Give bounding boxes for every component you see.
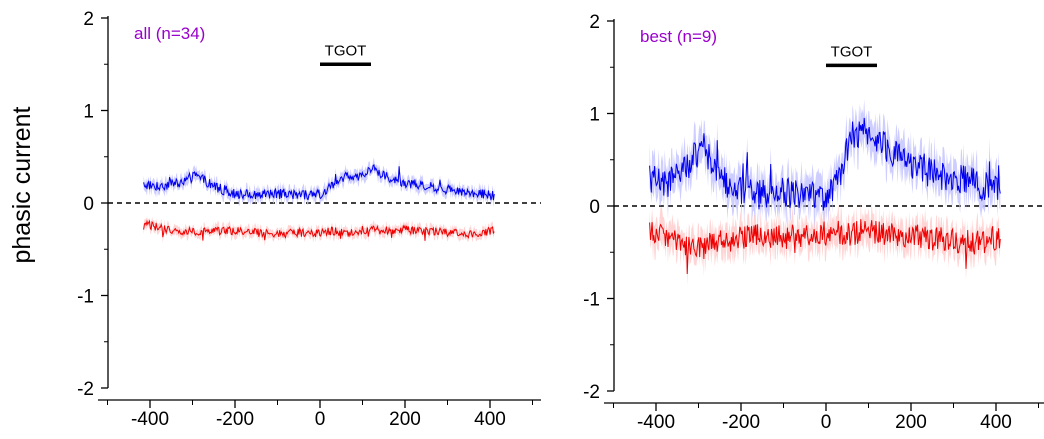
x-tick-label: 200 bbox=[895, 412, 927, 433]
panel-best: -2 -1 0 1 2 -400 -200 0 200 400 best (n=9) TGOT bbox=[583, 12, 1044, 433]
negative-series-line bbox=[143, 219, 495, 241]
y-tick-label: 1 bbox=[589, 105, 600, 126]
panel-all: -2 -1 0 1 2 -400 -200 0 200 400 all (n=34) TGOT bbox=[77, 9, 541, 430]
y-tick-label: -2 bbox=[77, 379, 94, 400]
x-tick-label: 400 bbox=[474, 409, 506, 430]
y-tick-label: 0 bbox=[589, 197, 600, 218]
x-tick-label: 200 bbox=[389, 409, 421, 430]
y-tick-label: -1 bbox=[77, 287, 94, 308]
x-tick-label: 0 bbox=[315, 409, 326, 430]
x-tick-label: -200 bbox=[216, 409, 254, 430]
x-tick-label: -400 bbox=[131, 409, 169, 430]
positive-series-line bbox=[143, 164, 495, 201]
x-tick-label: -400 bbox=[637, 412, 675, 433]
y-axis-label: phasic current bbox=[8, 106, 36, 263]
y-tick-label: -2 bbox=[583, 382, 600, 403]
y-tick-label: 2 bbox=[83, 9, 94, 30]
x-tick-label: -200 bbox=[722, 412, 760, 433]
stimulus-label: TGOT bbox=[325, 42, 367, 59]
y-tick-label: -1 bbox=[583, 290, 600, 311]
x-tick-label: 400 bbox=[980, 412, 1012, 433]
stimulus-label: TGOT bbox=[831, 43, 873, 60]
panel-title: best (n=9) bbox=[640, 27, 717, 46]
x-tick-label: 0 bbox=[821, 412, 832, 433]
negative-series-line bbox=[649, 219, 1001, 275]
y-tick-label: 1 bbox=[83, 102, 94, 123]
panel-title: all (n=34) bbox=[134, 24, 205, 43]
y-tick-label: 2 bbox=[589, 12, 600, 33]
positive-series-line bbox=[649, 117, 1001, 211]
positive-error-band bbox=[649, 99, 1001, 231]
positive-error-band bbox=[143, 157, 495, 208]
y-tick-label: 0 bbox=[83, 194, 94, 215]
